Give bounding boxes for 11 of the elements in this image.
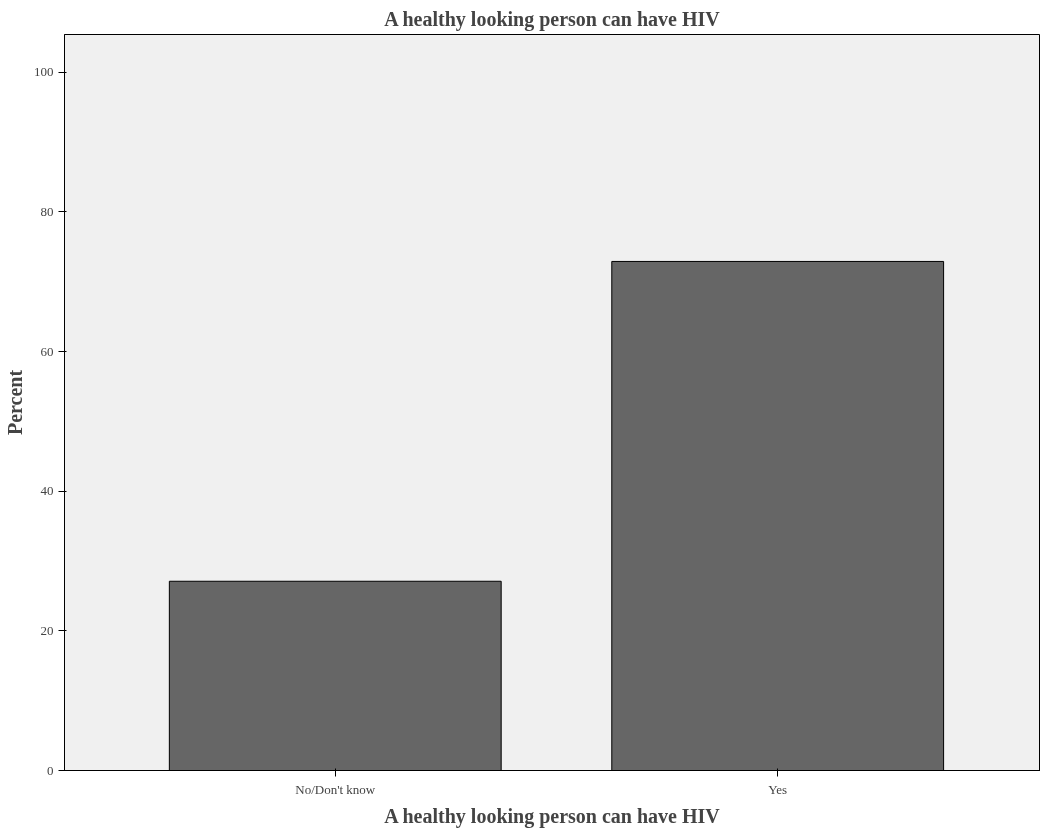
y-tick-label: 0 — [47, 762, 54, 778]
x-tick-label: No/Don't know — [295, 781, 376, 797]
y-tick-label: 40 — [40, 483, 54, 499]
y-tick-label: 20 — [40, 622, 54, 638]
chart-title: A healthy looking person can have HIV — [384, 7, 721, 31]
x-tick-label: Yes — [768, 781, 788, 797]
y-tick-label: 60 — [40, 343, 54, 359]
y-tick-label: 100 — [34, 64, 54, 80]
y-tick-label: 80 — [40, 203, 54, 219]
y-axis-title: Percent — [4, 369, 26, 436]
x-axis-title: A healthy looking person can have HIV — [384, 804, 721, 828]
